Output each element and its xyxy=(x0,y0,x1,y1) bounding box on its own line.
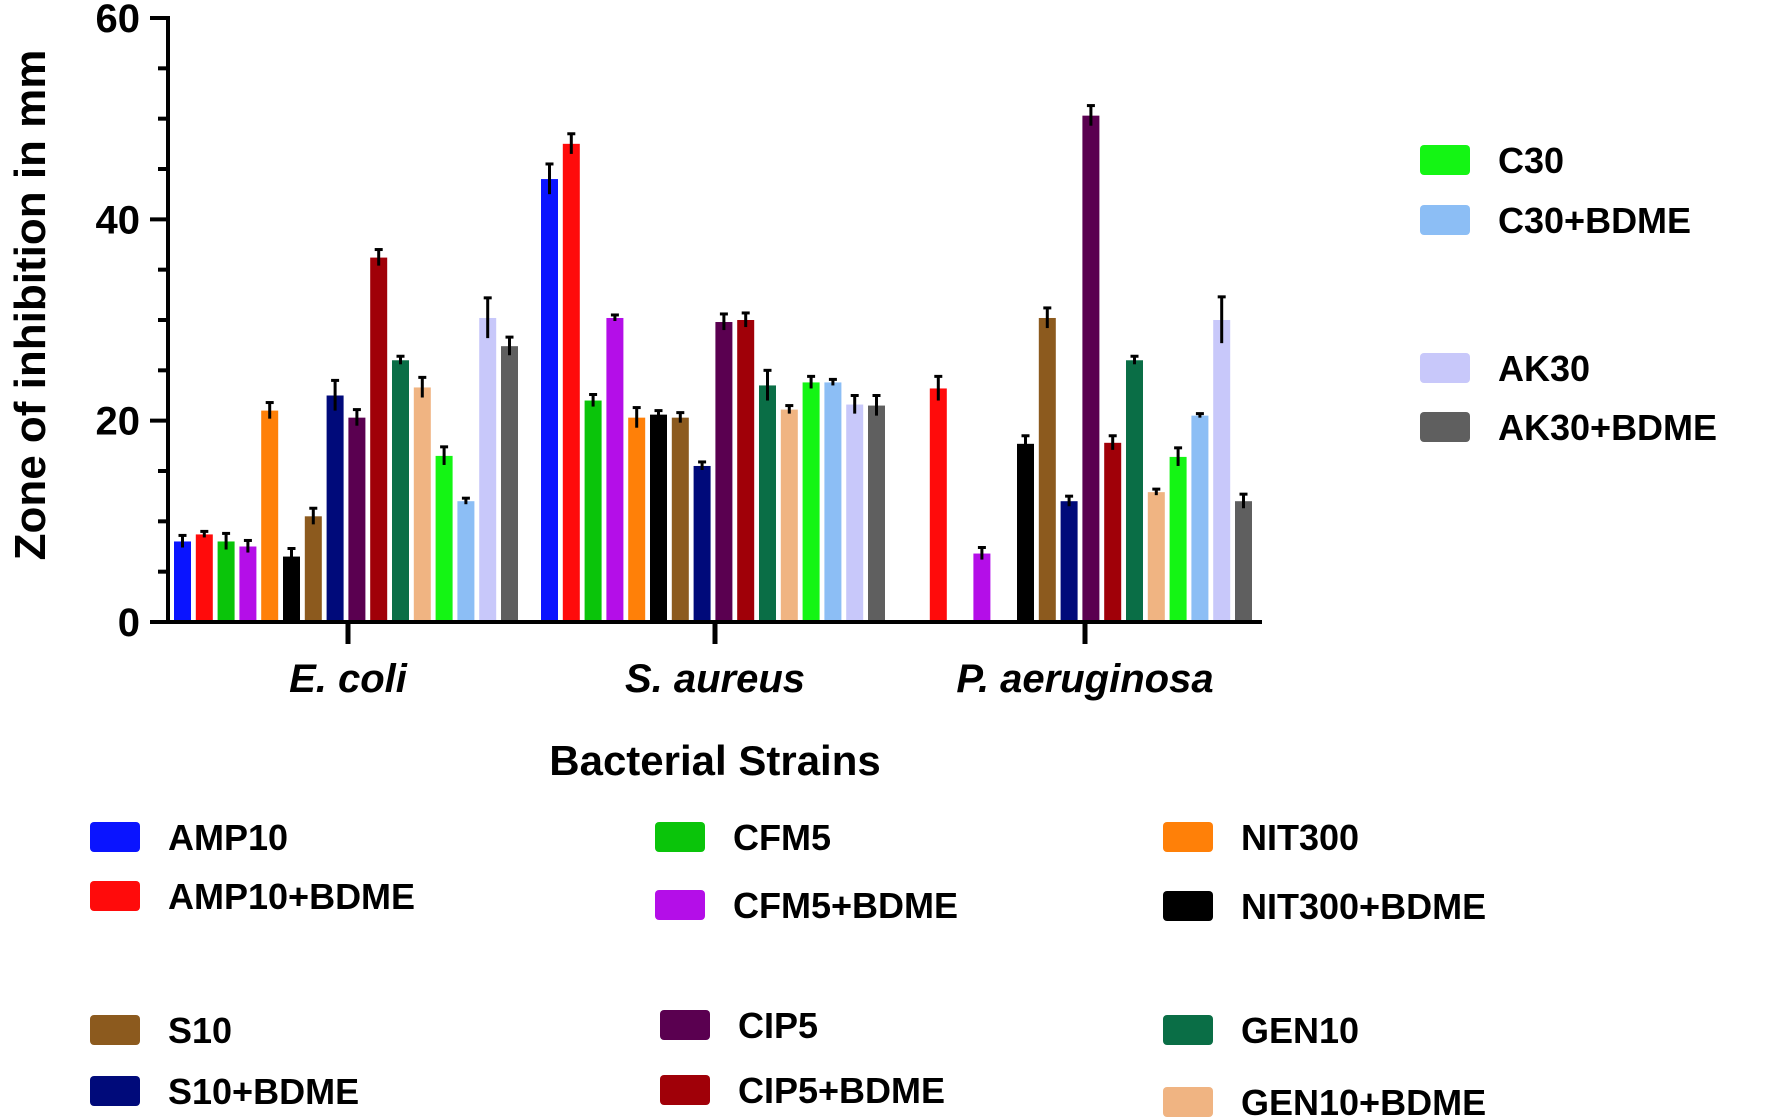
legend-label: AMP10 xyxy=(168,817,288,858)
bar xyxy=(413,387,431,622)
legend-swatch xyxy=(1163,1087,1213,1117)
bar xyxy=(457,501,475,622)
bar xyxy=(304,516,322,622)
y-axis-label: Zone of inhibition in mm xyxy=(6,50,55,561)
bar xyxy=(541,179,558,623)
legend-label: S10 xyxy=(168,1010,232,1051)
legend-swatch xyxy=(90,822,140,852)
bar xyxy=(435,455,453,622)
bar xyxy=(693,465,711,622)
bar xyxy=(628,417,646,622)
y-tick-label: 20 xyxy=(96,400,141,444)
bar xyxy=(606,317,624,622)
bar xyxy=(650,414,667,622)
bar xyxy=(392,360,409,622)
legend: AMP10 AMP10+BDME CFM5 CFM5+BDME NIT300 NIT300… xyxy=(90,140,1717,1119)
bar xyxy=(929,388,947,622)
bar xyxy=(824,382,842,622)
bar xyxy=(584,400,602,622)
legend-swatch xyxy=(1163,1015,1213,1045)
bar xyxy=(846,404,864,622)
legend-swatch xyxy=(1420,353,1470,383)
bar xyxy=(973,553,991,622)
x-tick-label: E. coli xyxy=(289,657,408,701)
bar xyxy=(671,417,689,622)
legend-label: AMP10+BDME xyxy=(168,876,415,917)
bar xyxy=(1191,415,1209,622)
legend-label: GEN10+BDME xyxy=(1241,1082,1486,1119)
bar xyxy=(868,405,885,622)
bar xyxy=(239,546,257,622)
legend-swatch xyxy=(655,822,705,852)
bar xyxy=(759,385,776,622)
legend-swatch xyxy=(660,1075,710,1105)
legend-label: AK30+BDME xyxy=(1498,407,1717,448)
bar xyxy=(283,556,300,622)
bar xyxy=(501,346,518,622)
legend-swatch xyxy=(90,1015,140,1045)
legend-label: C30+BDME xyxy=(1498,200,1691,241)
legend-swatch xyxy=(655,890,705,920)
bar xyxy=(217,541,235,622)
y-tick-label: 0 xyxy=(118,601,140,645)
y-tick-label: 60 xyxy=(96,0,141,41)
bar xyxy=(326,395,344,622)
bar xyxy=(348,417,366,622)
legend-label: GEN10 xyxy=(1241,1010,1359,1051)
legend-swatch xyxy=(1420,205,1470,235)
legend-label: CFM5+BDME xyxy=(733,885,958,926)
legend-label: NIT300+BDME xyxy=(1241,886,1486,927)
bar xyxy=(562,143,580,623)
bar xyxy=(195,534,213,622)
legend-swatch xyxy=(1163,822,1213,852)
bar xyxy=(1038,317,1056,622)
legend-swatch xyxy=(1420,145,1470,175)
bar xyxy=(802,382,820,622)
legend-label: NIT300 xyxy=(1241,817,1359,858)
legend-swatch xyxy=(1420,412,1470,442)
bar xyxy=(1017,443,1034,622)
legend-swatch xyxy=(90,881,140,911)
legend-label: AK30 xyxy=(1498,348,1590,389)
bar xyxy=(1235,501,1252,622)
x-tick-label: P. aeruginosa xyxy=(956,657,1213,701)
bar xyxy=(1213,320,1231,622)
plot-area: 0 20 40 60 E. coli S. aureus P. aeruginosa xyxy=(96,0,1262,701)
y-tick-label: 40 xyxy=(96,198,141,242)
bar xyxy=(261,410,279,622)
legend-swatch xyxy=(90,1076,140,1106)
bar xyxy=(1060,501,1078,622)
bar xyxy=(1147,492,1165,622)
legend-swatch xyxy=(1163,891,1213,921)
x-axis-label: Bacterial Strains xyxy=(549,737,881,784)
bar xyxy=(737,320,755,622)
legend-label: C30 xyxy=(1498,140,1564,181)
legend-label: S10+BDME xyxy=(168,1071,359,1112)
legend-label: CFM5 xyxy=(733,817,831,858)
x-tick-label: S. aureus xyxy=(625,657,805,701)
legend-label: CIP5+BDME xyxy=(738,1070,945,1111)
bar xyxy=(1169,456,1187,622)
bar xyxy=(1082,115,1100,622)
bar xyxy=(1126,360,1143,622)
bar xyxy=(174,541,191,622)
bar xyxy=(370,257,388,622)
bar xyxy=(479,317,497,622)
legend-label: CIP5 xyxy=(738,1005,818,1046)
legend-swatch xyxy=(660,1010,710,1040)
bar xyxy=(715,322,733,622)
bar xyxy=(780,409,798,622)
bar xyxy=(1104,442,1122,622)
